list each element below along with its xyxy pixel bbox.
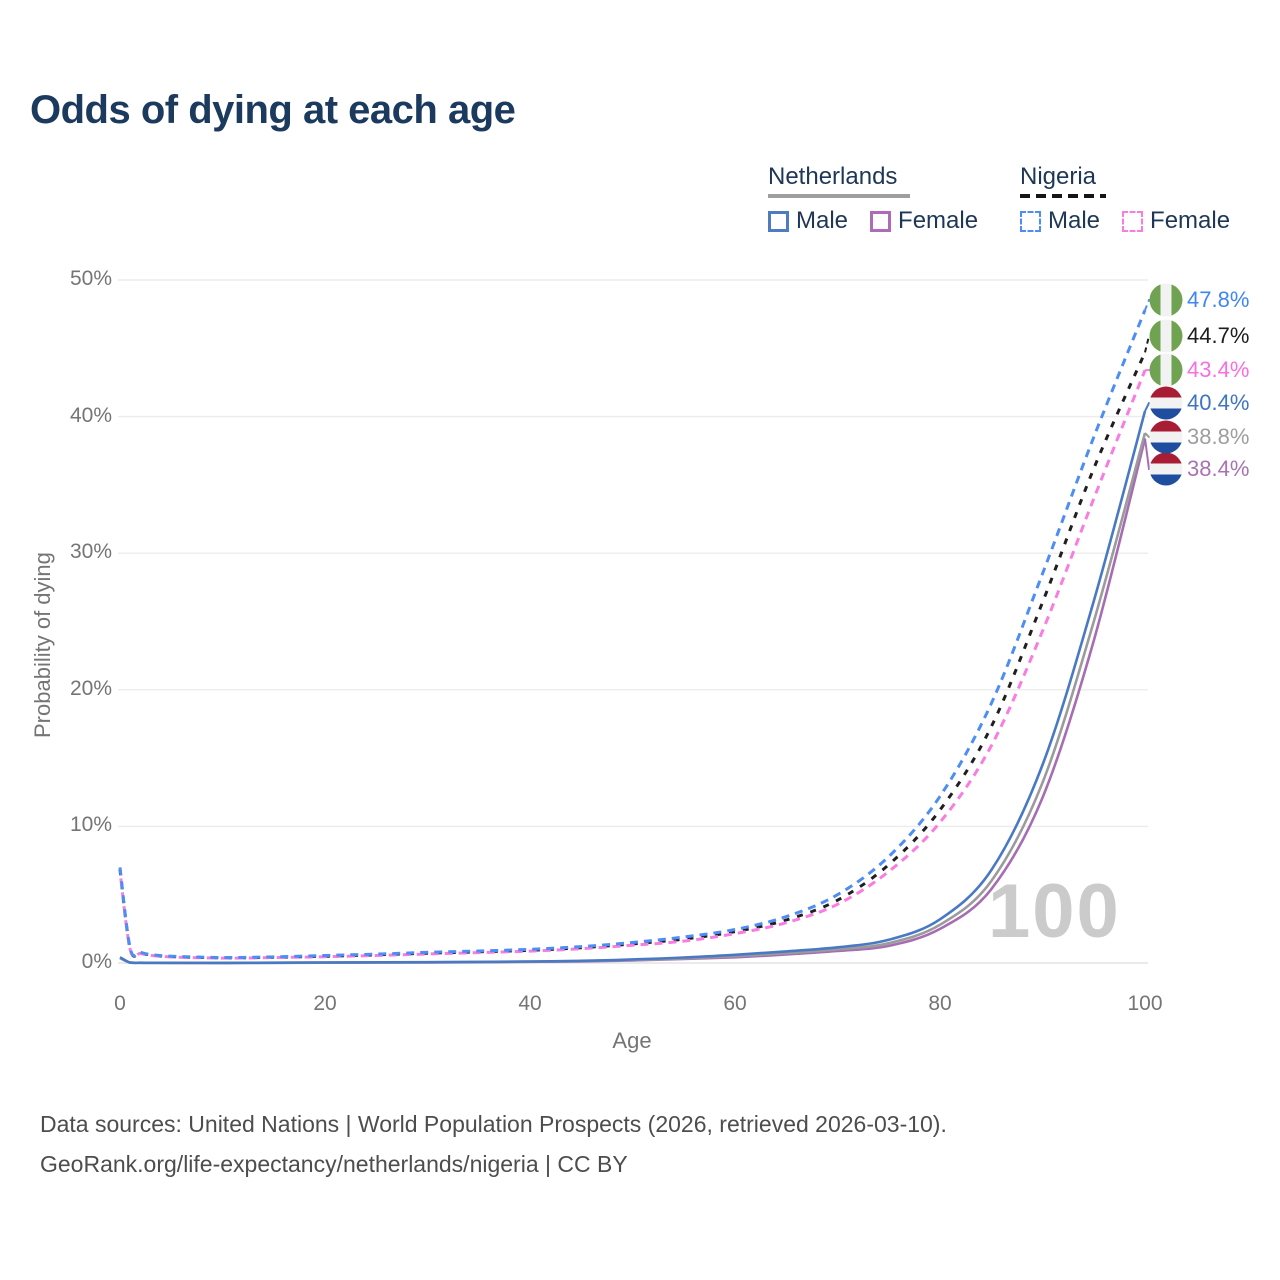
age-100-watermark: 100 <box>988 869 1121 954</box>
y-tick-10: 10% <box>69 813 112 837</box>
netherlands-flag-icon <box>1149 452 1183 486</box>
end-label-nigeria-both: 44.7% <box>1187 323 1250 348</box>
end-label-netherlands-male: 40.4% <box>1187 390 1250 415</box>
y-tick-40: 40% <box>69 403 112 427</box>
legend-country-netherlands[interactable]: Netherlands <box>768 163 898 190</box>
nigeria-male-label[interactable]: Male <box>1048 207 1101 234</box>
nigeria-flag-icon <box>1149 283 1183 317</box>
nigeria-dashed-line-swatch <box>1020 194 1106 198</box>
attribution-line: GeoRank.org/life-expectancy/netherlands/… <box>40 1151 628 1177</box>
nigeria-flag-icon <box>1149 353 1183 387</box>
x-tick-20: 20 <box>313 992 337 1015</box>
nigeria-female-swatch[interactable] <box>1122 210 1144 232</box>
y-tick-20: 20% <box>69 676 112 700</box>
data-sources-line: Data sources: United Nations | World Pop… <box>40 1111 947 1137</box>
x-tick-80: 80 <box>928 992 952 1015</box>
x-axis-title: Age <box>612 1028 652 1053</box>
netherlands-male-swatch[interactable] <box>768 210 789 232</box>
netherlands-female-label[interactable]: Female <box>898 207 979 234</box>
series-line-nigeria-both <box>118 351 1147 960</box>
x-tick-100: 100 <box>1127 992 1163 1015</box>
nigeria-female-label[interactable]: Female <box>1150 207 1231 234</box>
netherlands-male-label[interactable]: Male <box>796 207 849 234</box>
nigeria-flag-icon <box>1149 319 1183 353</box>
end-label-nigeria-male: 47.8% <box>1187 287 1250 312</box>
series-line-netherlands-male <box>119 410 1147 965</box>
end-label-netherlands-female: 38.4% <box>1187 456 1250 481</box>
y-tick-0: 0% <box>81 950 112 973</box>
netherlands-female-swatch[interactable] <box>870 210 892 232</box>
netherlands-flag-icon <box>1149 386 1183 420</box>
x-tick-40: 40 <box>518 992 542 1015</box>
y-tick-50: 50% <box>69 267 112 290</box>
x-tick-0: 0 <box>114 992 126 1015</box>
series-line-nigeria-male <box>118 309 1147 960</box>
series-line-netherlands-both <box>119 432 1147 965</box>
page-title: Odds of dying at each age <box>30 88 516 132</box>
legend-group-netherlands: Netherlands Male Female <box>768 163 1000 235</box>
legend-group-nigeria: Nigeria Male Female <box>1020 163 1252 235</box>
netherlands-flag-icon <box>1149 420 1183 454</box>
netherlands-solid-line-swatch <box>768 194 910 198</box>
footer: Data sources: United Nations | World Pop… <box>40 1104 947 1184</box>
y-tick-30: 30% <box>69 540 112 564</box>
legend-country-nigeria[interactable]: Nigeria <box>1020 163 1097 190</box>
nigeria-male-swatch[interactable] <box>1020 210 1041 232</box>
end-label-netherlands-both: 38.8% <box>1187 424 1250 449</box>
x-tick-60: 60 <box>723 992 747 1015</box>
end-label-nigeria-female: 43.4% <box>1187 357 1250 382</box>
